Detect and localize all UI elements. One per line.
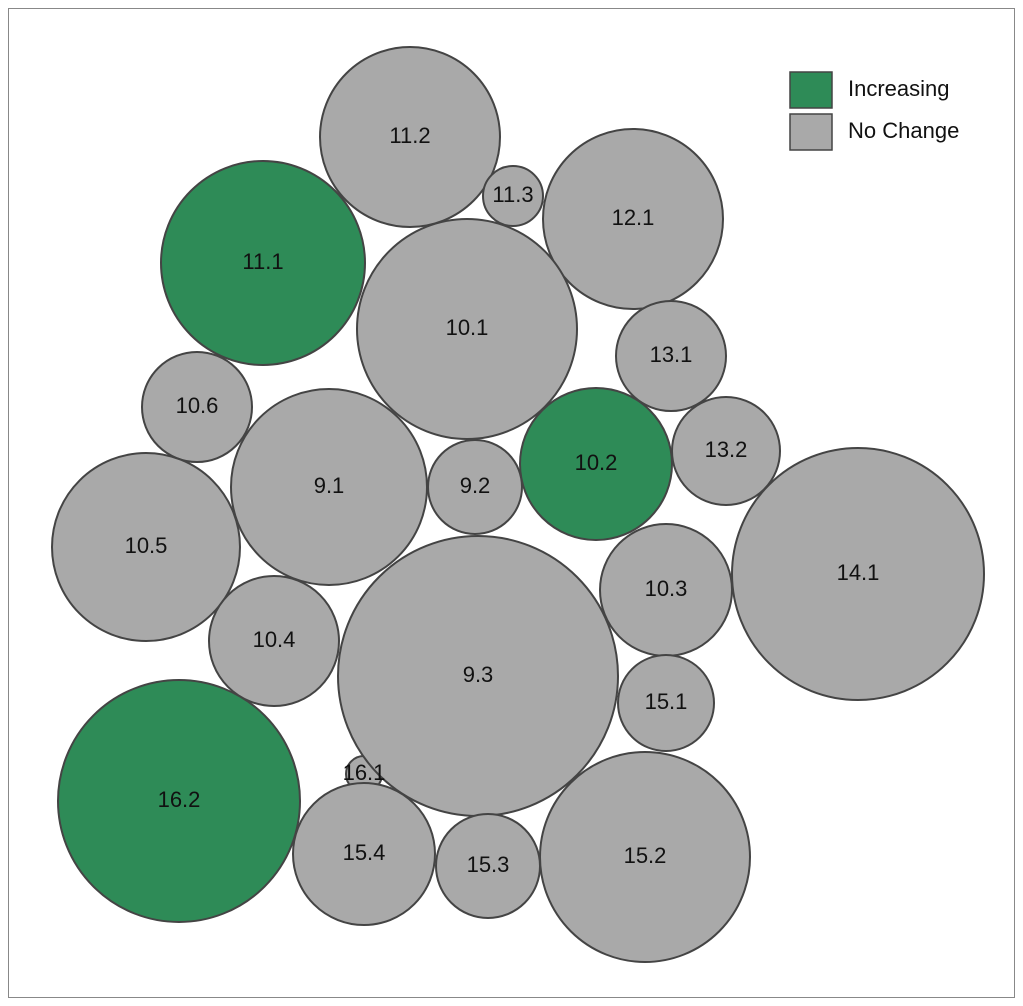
bubble	[141, 351, 253, 463]
bubble	[617, 654, 715, 752]
bubble-label: 12.1	[612, 205, 655, 230]
bubble	[542, 128, 724, 310]
legend-label: Increasing	[848, 76, 950, 101]
bubble	[482, 165, 544, 227]
legend-label: No Change	[848, 118, 959, 143]
bubble-label: 14.1	[837, 560, 880, 585]
legend: Increasing No Change	[789, 71, 959, 151]
bubble	[519, 387, 673, 541]
bubble	[208, 575, 340, 707]
bubble	[427, 439, 523, 535]
bubble-label: 10.5	[125, 533, 168, 558]
bubble-label: 15.2	[624, 843, 667, 868]
bubble-label: 11.1	[242, 249, 283, 274]
bubble-label: 16.2	[158, 787, 201, 812]
bubble	[51, 452, 241, 642]
bubble-label: 10.3	[645, 576, 688, 601]
legend-swatch	[789, 71, 833, 109]
bubble	[319, 46, 501, 228]
bubble-label: 10.6	[176, 393, 219, 418]
bubble	[539, 751, 751, 963]
bubbles	[51, 46, 985, 963]
bubble-label: 10.4	[253, 627, 296, 652]
bubble-label: 10.1	[446, 315, 489, 340]
bubble-label: 10.2	[575, 450, 618, 475]
bubble-label: 11.2	[389, 123, 430, 148]
bubble-label: 9.2	[460, 473, 491, 498]
bubble-label: 15.1	[645, 689, 688, 714]
bubble	[292, 782, 436, 926]
bubble-label: 13.1	[650, 342, 693, 367]
bubble-label: 9.1	[314, 473, 345, 498]
bubble	[671, 396, 781, 506]
bubble-label: 16.1	[343, 760, 386, 785]
bubble-label: 11.3	[492, 182, 533, 207]
bubble	[160, 160, 366, 366]
bubble	[356, 218, 578, 440]
bubble-label: 15.3	[467, 852, 510, 877]
bubble	[615, 300, 727, 412]
bubble	[57, 679, 301, 923]
bubble-labels: 16.1 11.1 10.2 16.2 11.2 11.3 12.1 10.1 13.1 10.6…	[125, 123, 880, 877]
legend-swatch	[789, 113, 833, 151]
bubble-label: 13.2	[705, 437, 748, 462]
bubble-label: 9.3	[463, 662, 494, 687]
bubble-label: 15.4	[343, 840, 386, 865]
bubble	[731, 447, 985, 701]
